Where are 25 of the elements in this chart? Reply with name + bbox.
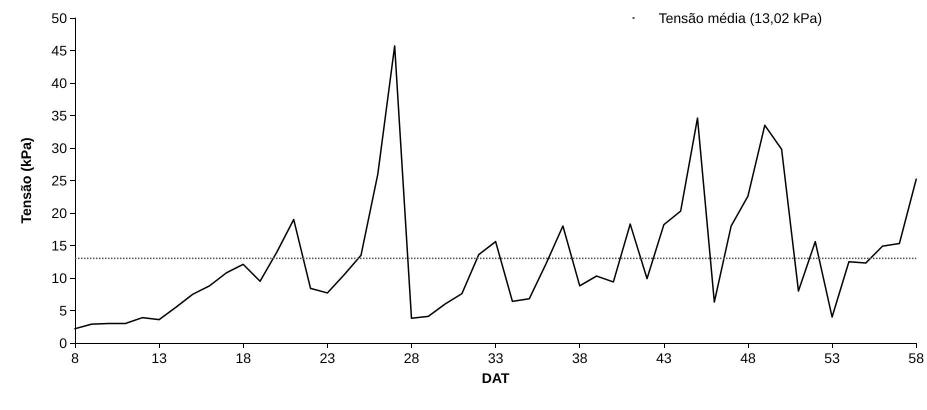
y-tick-label: 15 bbox=[51, 238, 68, 254]
x-tick-label: 53 bbox=[824, 350, 840, 366]
y-tick-label: 10 bbox=[51, 270, 68, 286]
x-tick-label: 18 bbox=[235, 350, 252, 366]
y-tick-label: 5 bbox=[59, 302, 68, 318]
x-tick-label: 48 bbox=[740, 350, 756, 366]
x-tick-label: 43 bbox=[656, 350, 672, 366]
y-tick-label: 30 bbox=[51, 140, 68, 156]
y-tick-label: 50 bbox=[51, 10, 68, 26]
x-tick-label: 58 bbox=[908, 350, 924, 366]
y-tick-label: 45 bbox=[51, 42, 68, 58]
x-tick-label: 38 bbox=[572, 350, 588, 366]
y-axis-title: Tensão (kPa) bbox=[18, 137, 34, 224]
y-tick-label: 35 bbox=[51, 108, 68, 124]
x-tick-label: 33 bbox=[488, 350, 504, 366]
x-tick-label: 23 bbox=[320, 350, 336, 366]
y-tick-label: 25 bbox=[51, 172, 68, 188]
x-axis-title: DAT bbox=[482, 370, 510, 386]
x-tick-label: 13 bbox=[151, 350, 168, 366]
legend-label: Tensão média (13,02 kPa) bbox=[658, 10, 822, 26]
y-tick-label: 20 bbox=[51, 205, 68, 221]
x-tick-label: 8 bbox=[71, 350, 80, 366]
y-tick-label: 40 bbox=[51, 75, 68, 91]
x-tick-label: 28 bbox=[404, 350, 420, 366]
y-tick-label: 0 bbox=[59, 335, 68, 351]
